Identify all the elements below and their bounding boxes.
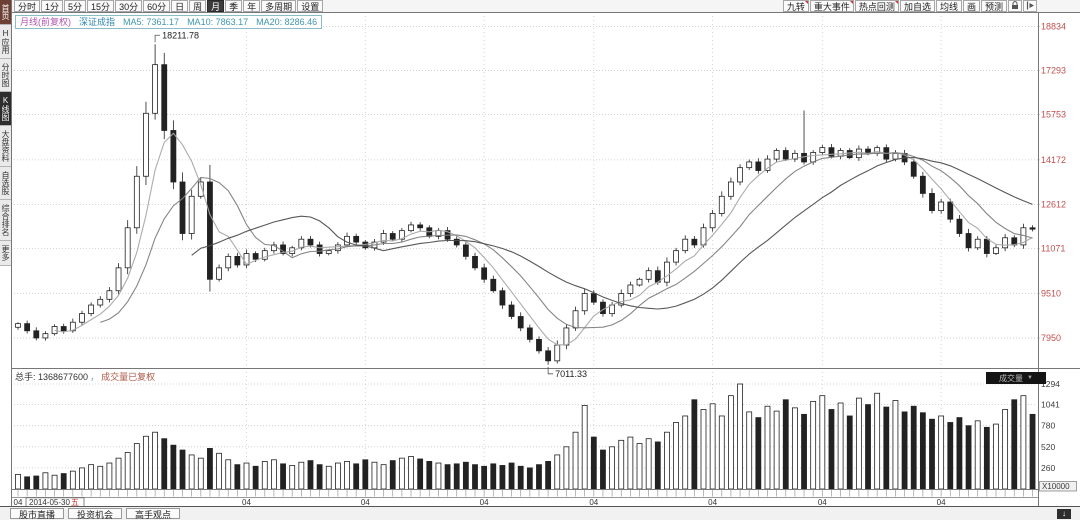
svg-text:9510: 9510 bbox=[1041, 288, 1061, 298]
forecast-button[interactable]: 预测 bbox=[980, 0, 1007, 12]
svg-text:7950: 7950 bbox=[1041, 333, 1061, 343]
svg-text:1294: 1294 bbox=[1041, 379, 1060, 389]
top-toolbar: 分时 1分 5分 15分 30分 60分 日 周 月 季 年 多周期 设置 九转… bbox=[0, 0, 1080, 13]
add-watchlist-button[interactable]: 加自选 bbox=[899, 0, 935, 12]
svg-text:04: 04 bbox=[708, 498, 717, 506]
period-button-year[interactable]: 年 bbox=[243, 0, 261, 12]
total-volume-label: 总手: 1368677600 bbox=[15, 372, 89, 382]
indicator-selector-label: 成交量 bbox=[999, 373, 1024, 383]
symbol-name-label[interactable]: 深证成指 bbox=[79, 17, 116, 27]
draw-button[interactable]: 画 bbox=[962, 0, 980, 12]
annotations: 18211.78 7011.33 bbox=[154, 30, 587, 379]
nine-turn-button[interactable]: 九转 bbox=[782, 0, 809, 12]
period-button-1min[interactable]: 1分 bbox=[41, 0, 64, 12]
period-button-day[interactable]: 日 bbox=[171, 0, 189, 12]
svg-text:X10000: X10000 bbox=[1042, 482, 1070, 491]
hotspot-backtest-button[interactable]: 热点回测 bbox=[854, 0, 899, 12]
svg-text:12612: 12612 bbox=[1041, 200, 1066, 210]
main-chart[interactable]: 18834 17293 15753 14172 12612 11071 9510 7950 12… bbox=[12, 13, 1080, 506]
download-arrow-icon: ↓ bbox=[1062, 509, 1066, 518]
svg-text:520: 520 bbox=[1041, 442, 1055, 452]
kline-header: 月线(前复权) 深证成指 MA5: 7361.17 MA10: 7863.17 … bbox=[15, 15, 323, 29]
tab-expert-views[interactable]: 高手观点 bbox=[126, 508, 181, 520]
pane-borders bbox=[12, 13, 1080, 506]
svg-text:17293: 17293 bbox=[1041, 66, 1066, 76]
period-button-30min[interactable]: 30分 bbox=[115, 0, 143, 12]
svg-text:04: 04 bbox=[242, 498, 251, 506]
svg-text:780: 780 bbox=[1041, 421, 1055, 431]
svg-text:14172: 14172 bbox=[1041, 155, 1066, 165]
tab-opportunities[interactable]: 投资机会 bbox=[68, 508, 123, 520]
sidebar-item-home[interactable]: 首页 bbox=[0, 0, 11, 25]
tab-live-broadcast[interactable]: 股市直播 bbox=[10, 508, 65, 520]
volume-axis-labels: 1294 1041 780 520 260 X10000 bbox=[1039, 379, 1077, 492]
sidebar-item-more[interactable]: 更多 bbox=[0, 241, 11, 266]
svg-text:7011.33: 7011.33 bbox=[555, 369, 587, 379]
candles bbox=[15, 44, 1036, 365]
download-button[interactable]: ↓ bbox=[1057, 509, 1071, 519]
ma20-value-label: MA20: 8286.46 bbox=[256, 17, 318, 27]
lock-icon bbox=[1011, 0, 1019, 15]
bottom-tab-bar: 股市直播 投资机会 高手观点 ↓ bbox=[0, 506, 1080, 520]
ma-lines bbox=[54, 132, 1033, 346]
volume-header: 总手: 1368677600 ， 成交量已复权 bbox=[15, 370, 155, 383]
period-button-month[interactable]: 月 bbox=[207, 0, 225, 12]
volume-bars bbox=[15, 383, 1036, 490]
kline-period-label: 月线(前复权) bbox=[20, 17, 71, 27]
sidebar-item-rankings[interactable]: 综合排名 bbox=[0, 200, 11, 241]
sidebar-item-watchlist[interactable]: 自选股 bbox=[0, 167, 11, 200]
sidebar-item-apps[interactable]: H应用 bbox=[0, 25, 11, 59]
period-button-quarter[interactable]: 季 bbox=[225, 0, 243, 12]
volume-header-separator: ， bbox=[90, 372, 100, 382]
settings-button[interactable]: 设置 bbox=[297, 0, 324, 12]
period-button-5min[interactable]: 5分 bbox=[64, 0, 87, 12]
major-events-button[interactable]: 重大事件 bbox=[809, 0, 854, 12]
svg-text:04: 04 bbox=[937, 498, 946, 506]
ma10-value-label: MA10: 7863.17 bbox=[187, 17, 249, 27]
svg-text:15753: 15753 bbox=[1041, 110, 1066, 120]
collapse-left-icon bbox=[1026, 0, 1035, 15]
period-button-fenshi[interactable]: 分时 bbox=[14, 0, 41, 12]
date-axis: 04 04 04 04 04 04 04 04 2014-05-30五 bbox=[14, 497, 946, 506]
svg-text:04: 04 bbox=[818, 498, 827, 506]
period-button-multi[interactable]: 多周期 bbox=[261, 0, 297, 12]
ma5-value-label: MA5: 7361.17 bbox=[123, 17, 180, 27]
svg-text:1041: 1041 bbox=[1041, 400, 1060, 410]
indicator-selector[interactable]: 成交量 ▼ bbox=[986, 372, 1046, 384]
sidebar-item-market-data[interactable]: 大盘资料 bbox=[0, 126, 11, 167]
period-button-15min[interactable]: 15分 bbox=[87, 0, 115, 12]
svg-text:260: 260 bbox=[1041, 463, 1055, 473]
volume-adjusted-label[interactable]: 成交量已复权 bbox=[101, 372, 156, 382]
collapse-panel-button[interactable] bbox=[1023, 0, 1037, 12]
svg-text:04: 04 bbox=[480, 498, 489, 506]
svg-text:18834: 18834 bbox=[1041, 21, 1066, 31]
sidebar-item-intraday[interactable]: 分时图 bbox=[0, 59, 11, 92]
svg-text:18211.78: 18211.78 bbox=[162, 30, 199, 40]
sidebar-item-kline[interactable]: K线图 bbox=[0, 92, 11, 126]
period-button-week[interactable]: 周 bbox=[189, 0, 207, 12]
chevron-down-icon: ▼ bbox=[1027, 375, 1033, 381]
svg-text:04: 04 bbox=[589, 498, 598, 506]
svg-text:04: 04 bbox=[361, 498, 370, 506]
period-button-60min[interactable]: 60分 bbox=[143, 0, 171, 12]
price-axis-labels: 18834 17293 15753 14172 12612 11071 9510 7950 bbox=[1037, 21, 1066, 343]
svg-text:11071: 11071 bbox=[1041, 244, 1065, 254]
svg-text:2014-05-30五: 2014-05-30五 bbox=[29, 498, 79, 506]
svg-text:04: 04 bbox=[14, 498, 23, 506]
ma-settings-button[interactable]: 均线 bbox=[935, 0, 962, 12]
tick-strip bbox=[17, 490, 1033, 497]
lock-button[interactable] bbox=[1008, 0, 1022, 12]
left-sidebar: 首页 H应用 分时图 K线图 大盘资料 自选股 综合排名 更多 bbox=[0, 0, 12, 506]
